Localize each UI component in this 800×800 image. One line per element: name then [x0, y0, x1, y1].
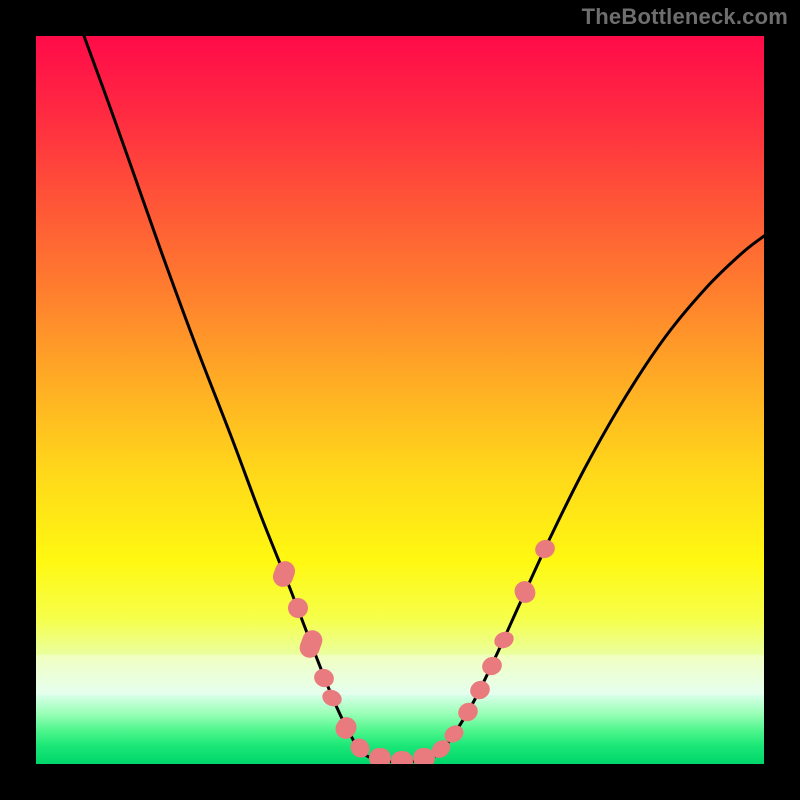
bottleneck-chart [0, 0, 800, 800]
watermark-label: TheBottleneck.com [582, 4, 788, 30]
chart-pale-band [36, 655, 764, 695]
